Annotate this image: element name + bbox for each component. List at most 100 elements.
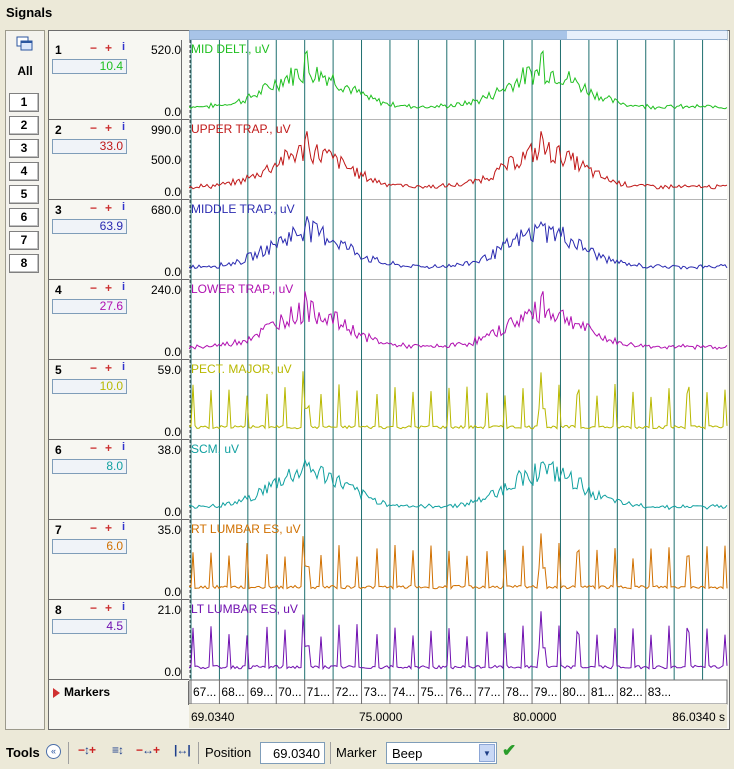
scale-up-button[interactable]: + [105, 121, 113, 135]
time-tick-label: 79... [534, 685, 557, 699]
markers-expand-icon[interactable] [53, 688, 60, 698]
channel-info-button[interactable]: i [122, 361, 126, 373]
column-divider [181, 40, 182, 120]
channel-value-field[interactable]: 33.0 [52, 139, 127, 154]
zoom-horizontal-icon[interactable]: −↔+ [136, 743, 160, 757]
channel-button-6[interactable]: 6 [9, 208, 39, 227]
channel-3-panel: 3 − + i 63.9 680.0 0.0 [48, 200, 189, 280]
scale-down-button[interactable]: − [90, 121, 98, 135]
scale-up-button[interactable]: + [105, 361, 113, 375]
marker-label: Marker [336, 745, 377, 760]
scale-up-button[interactable]: + [105, 281, 113, 295]
time-range-label: 80.0000 [513, 710, 557, 724]
y-axis-mid: 500.0 [150, 153, 181, 167]
all-channels-button[interactable]: All [17, 64, 33, 78]
scale-down-button[interactable]: − [90, 521, 98, 535]
scale-down-button[interactable]: − [90, 441, 98, 455]
channel-number: 5 [55, 363, 62, 377]
time-tick-label: 74... [392, 685, 415, 699]
scale-down-button[interactable]: − [90, 601, 98, 615]
y-axis-max: 240.0 [150, 283, 181, 297]
scale-up-button[interactable]: + [105, 41, 113, 55]
channel-value-field[interactable]: 8.0 [52, 459, 127, 474]
check-icon[interactable]: ✔ [502, 741, 517, 760]
y-axis-min: 0.0 [164, 585, 181, 599]
fit-vertical-icon[interactable]: ≡↕ [112, 743, 124, 757]
window-titlebar: Signals [0, 0, 734, 27]
scale-up-button[interactable]: + [105, 601, 113, 615]
channel-info-button[interactable]: i [122, 441, 126, 453]
channel-number: 7 [55, 523, 62, 537]
channel-number: 1 [55, 43, 62, 57]
channel-value-field[interactable]: 27.6 [52, 299, 127, 314]
scale-down-button[interactable]: − [90, 361, 98, 375]
channel-value-field[interactable]: 10.0 [52, 379, 127, 394]
channel-button-1[interactable]: 1 [9, 93, 39, 112]
time-tick-label: 78... [506, 685, 529, 699]
channel-value-field[interactable]: 63.9 [52, 219, 127, 234]
channel-value-field[interactable]: 4.5 [52, 619, 127, 634]
dropdown-arrow-icon[interactable]: ▼ [479, 744, 495, 762]
channel-info-button[interactable]: i [122, 281, 126, 293]
fit-horizontal-icon[interactable]: |↔| [174, 743, 191, 757]
time-tick-label: 83... [648, 685, 671, 699]
time-tick-label: 73... [364, 685, 387, 699]
channel-button-2[interactable]: 2 [9, 116, 39, 135]
channel-info-button[interactable]: i [122, 121, 126, 133]
channel-button-8[interactable]: 8 [9, 254, 39, 273]
channel-5-panel: 5 − + i 10.0 59.0 0.0 [48, 360, 189, 440]
markers-timeline[interactable] [189, 679, 728, 705]
time-tick-label: 68... [221, 685, 244, 699]
collapse-chevron-icon[interactable]: « [46, 744, 61, 759]
channel-value-field[interactable]: 6.0 [52, 539, 127, 554]
channel-info-button[interactable]: i [122, 601, 126, 613]
multi-window-icon[interactable] [15, 35, 35, 53]
y-axis-min: 0.0 [164, 505, 181, 519]
time-range-label: 75.0000 [359, 710, 403, 724]
scale-down-button[interactable]: − [90, 201, 98, 215]
signal-plot-area[interactable]: MID DELT., uV UPPER TRAP., uV MIDDLE TRAP.… [189, 30, 729, 730]
scale-down-button[interactable]: − [90, 41, 98, 55]
bottom-toolbar: Tools « −↕+ ≡↕ −↔+ |↔| Position 69.0340 … [0, 737, 734, 769]
marker-select[interactable]: Beep ▼ [386, 742, 497, 764]
window-title: Signals [6, 5, 53, 20]
scale-up-button[interactable]: + [105, 201, 113, 215]
y-axis-max: 59.0 [157, 363, 181, 377]
channel-button-7[interactable]: 7 [9, 231, 39, 250]
channel-8-plot-bg [189, 600, 727, 680]
y-axis-max: 990.0 [150, 123, 181, 137]
markers-row[interactable]: Markers [48, 681, 189, 705]
column-divider [181, 440, 182, 520]
channel-4-trace [189, 291, 728, 351]
channel-button-5[interactable]: 5 [9, 185, 39, 204]
scale-down-button[interactable]: − [90, 281, 98, 295]
channel-button-3[interactable]: 3 [9, 139, 39, 158]
channel-info-button[interactable]: i [122, 521, 126, 533]
y-axis-min: 0.0 [164, 665, 181, 679]
channel-info-button[interactable]: i [122, 41, 126, 53]
scale-up-button[interactable]: + [105, 521, 113, 535]
channel-1-trace [189, 49, 728, 110]
y-axis-max: 21.0 [157, 603, 181, 617]
scrollbar-thumb[interactable] [567, 31, 727, 39]
column-divider [181, 600, 182, 680]
channel-number: 2 [55, 123, 62, 137]
position-input[interactable]: 69.0340 [260, 742, 325, 764]
channel-6-trace [189, 458, 728, 511]
channel-2-trace [189, 131, 728, 190]
scale-up-button[interactable]: + [105, 441, 113, 455]
time-tick-label: 82... [619, 685, 642, 699]
channel-button-4[interactable]: 4 [9, 162, 39, 181]
channel-6-label: SCM, uV [191, 442, 239, 456]
channel-4-panel: 4 − + i 27.6 240.0 0.0 [48, 280, 189, 360]
y-axis-min: 0.0 [164, 345, 181, 359]
channel-1-panel: 1 − + i 10.4 520.0 0.0 [48, 40, 189, 120]
channel-2-plot-bg [189, 120, 727, 200]
column-divider [181, 120, 182, 200]
zoom-vertical-icon[interactable]: −↕+ [78, 743, 96, 757]
channel-value-field[interactable]: 10.4 [52, 59, 127, 74]
channel-info-button[interactable]: i [122, 201, 126, 213]
time-tick-label: 80... [562, 685, 585, 699]
channel-number: 3 [55, 203, 62, 217]
channel-selector-panel: All 1 2 3 4 5 6 7 8 [5, 30, 45, 730]
